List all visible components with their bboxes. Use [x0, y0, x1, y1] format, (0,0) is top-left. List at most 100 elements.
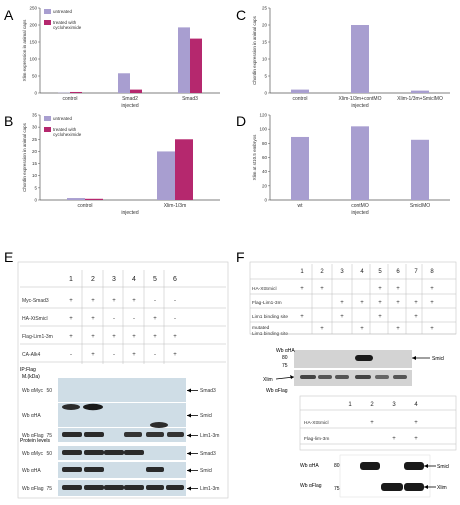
arrow-head — [290, 375, 294, 379]
e-band — [146, 485, 164, 490]
e-band — [62, 485, 82, 490]
treatment-cell: + — [132, 352, 136, 358]
mw-marker: 50 — [46, 451, 52, 457]
f-band — [375, 375, 389, 379]
y-tick-label: 40 — [262, 169, 268, 174]
lane-number: 5 — [378, 269, 382, 275]
y-tick-label: 10 — [32, 173, 38, 178]
lane-number: 4 — [414, 402, 418, 408]
blot-target-label: Smicl — [200, 413, 212, 419]
blot-target-label: Lim1-3m — [200, 486, 219, 492]
treatment-label: mutated — [252, 325, 270, 331]
blot-target-label: Smicl — [200, 468, 212, 474]
f-band — [318, 375, 332, 379]
lane-number: 5 — [153, 276, 157, 283]
y-tick-label: 0 — [264, 198, 267, 203]
f-band — [393, 375, 407, 379]
x-tick-label: contMO — [351, 203, 369, 209]
f-band — [360, 462, 380, 470]
wb-label: Wb αHA — [22, 413, 41, 419]
treatment-cell: + — [132, 298, 136, 304]
legend-swatch — [44, 127, 51, 132]
panel-label-b: B — [4, 113, 13, 129]
treatment-cell: - — [70, 352, 72, 358]
treatment-cell: + — [69, 334, 73, 340]
mw-marker: 75 — [46, 486, 52, 492]
y-tick-label: 25 — [262, 6, 268, 11]
e-band — [104, 450, 124, 455]
e-band — [150, 422, 168, 428]
lane-number: 6 — [173, 276, 177, 283]
lane-number: 3 — [392, 402, 396, 408]
f-wb2-left: Xlim — [263, 377, 273, 383]
y-tick-label: 60 — [262, 155, 268, 160]
bar — [411, 140, 429, 200]
bar — [85, 199, 103, 200]
f-wb1-mw2: 75 — [282, 363, 288, 369]
y-tick-label: 20 — [32, 149, 38, 154]
treatment-label: Lim1 binding site — [252, 314, 288, 320]
lane-number: 1 — [69, 276, 73, 283]
f-wb1: Wb αHA — [276, 348, 295, 354]
x-axis-label: injected — [121, 210, 138, 216]
panel-e-ip-label: IP:Flag — [20, 367, 36, 373]
lane-number: 2 — [370, 402, 374, 408]
wb-label: Wb αHA — [22, 468, 41, 474]
lane-number: 7 — [414, 269, 418, 275]
bar — [175, 139, 193, 200]
y-tick-label: 25 — [32, 137, 38, 142]
treatment-label: HA-XtSmicl — [252, 286, 277, 292]
y-tick-label: 5 — [264, 74, 267, 79]
x-tick-label: Smad2 — [122, 96, 138, 102]
fs-right2: Xlim — [437, 485, 447, 491]
panel-e-mw-label: M.(kDa) — [22, 374, 40, 380]
treatment-cell: + — [414, 300, 418, 306]
wb-label: Wb αFlag — [22, 433, 44, 439]
treatment-cell: - — [174, 298, 176, 304]
treatment-label: HA-XtSmicl — [304, 420, 329, 426]
treatment-label: Flag-Lim1-3m — [252, 300, 282, 306]
legend-swatch — [44, 20, 51, 25]
treatment-cell: + — [378, 300, 382, 306]
e-band — [62, 450, 82, 455]
panel-label-c: C — [236, 7, 246, 23]
x-axis-label: injected — [121, 103, 138, 109]
panel-label-f: F — [236, 249, 245, 265]
e-band — [146, 467, 164, 472]
bar — [351, 25, 369, 93]
f-wb2: Wb αFlag — [266, 388, 288, 394]
lane-number: 1 — [300, 269, 304, 275]
y-tick-label: 30 — [32, 125, 38, 130]
mw-marker: 75 — [46, 433, 52, 439]
bar — [130, 90, 142, 93]
y-axis-label: Chordin expression in animal caps — [252, 15, 257, 85]
lane-number: 3 — [340, 269, 344, 275]
treatment-cell: + — [91, 334, 95, 340]
e-ip-blot-myc — [58, 378, 186, 402]
lane-number: 2 — [320, 269, 324, 275]
treatment-cell: + — [69, 316, 73, 322]
bar — [411, 91, 429, 93]
treatment-cell: + — [320, 326, 324, 332]
x-tick-label: control — [77, 203, 92, 209]
y-tick-label: 150 — [29, 40, 37, 45]
arrow-head — [187, 469, 191, 473]
arrow-head — [187, 389, 191, 393]
treatment-cell: + — [392, 436, 396, 442]
treatment-cell: + — [370, 420, 374, 426]
treatment-cell: - — [113, 316, 115, 322]
x-tick-label: Xlim-1/3m+SmiclMO — [397, 96, 443, 102]
treatment-label: Flag-lim-3m — [304, 436, 329, 442]
treatment-cell: - — [154, 298, 156, 304]
bar — [157, 151, 175, 200]
wb-label: Wb αMyc — [22, 388, 43, 394]
y-axis-label: Chordin expression in animal caps — [22, 122, 27, 192]
wb-label: Wb αFlag — [22, 486, 44, 492]
arrow-head — [412, 356, 416, 360]
